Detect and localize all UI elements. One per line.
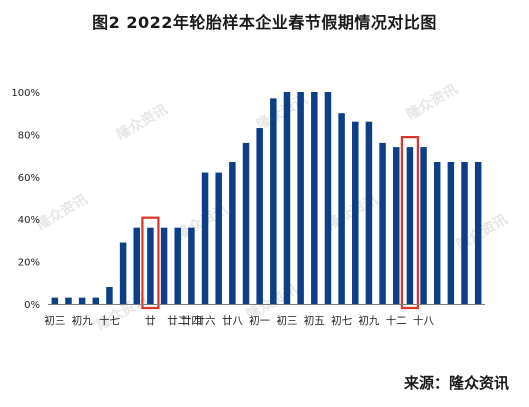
bar <box>147 227 154 304</box>
bar <box>160 227 168 304</box>
bar <box>201 172 209 304</box>
x-tick-label: 初七 <box>331 314 352 327</box>
watermark-text: 隆众资讯 <box>404 81 461 124</box>
source-note: 来源：隆众资讯 <box>403 374 509 392</box>
y-tick-label: 0% <box>24 300 40 311</box>
bar <box>256 128 263 304</box>
y-tick-label: 60% <box>18 173 40 184</box>
x-tick-label: 初三 <box>276 314 297 327</box>
watermark-text: 隆众资讯 <box>114 101 171 144</box>
bar <box>92 297 100 304</box>
bar <box>297 92 304 304</box>
bar <box>311 92 318 304</box>
highlight-box <box>141 216 160 310</box>
bar-series <box>51 92 482 305</box>
bar <box>324 92 332 304</box>
y-tick-label: 40% <box>18 215 40 226</box>
x-tick-label: 初九 <box>72 314 93 327</box>
bar <box>133 227 141 304</box>
bar <box>365 121 373 305</box>
x-tick-label: 廿六 <box>195 315 216 327</box>
x-tick-label: 廿四 <box>181 315 202 327</box>
x-tick-label: 初三 <box>44 314 65 327</box>
highlight-boxes <box>141 136 419 310</box>
bar <box>65 297 72 304</box>
y-axis: 0% 20% 40% 60% 80% 100% <box>11 88 40 311</box>
bar <box>474 161 482 304</box>
bar <box>229 161 236 304</box>
x-tick-label: 初九 <box>358 314 379 327</box>
highlight-box <box>400 136 419 310</box>
bar <box>433 161 441 304</box>
x-axis: 初三 初九 十七廿廿二廿四廿六 廿八 初一 初三 初五 初七 初九 十二 十八 <box>44 304 485 327</box>
bar <box>215 172 222 304</box>
bar <box>447 161 455 304</box>
bar <box>270 98 277 304</box>
y-tick-label: 20% <box>18 258 40 269</box>
x-tick-label: 十八 <box>413 314 434 327</box>
bar <box>174 227 181 304</box>
x-tick-label: 廿 <box>145 315 156 327</box>
bar <box>119 242 127 304</box>
bar <box>420 147 427 304</box>
bar <box>78 297 86 304</box>
x-tick-label: 十二 <box>386 314 407 327</box>
bar <box>188 227 195 304</box>
y-tick-label: 80% <box>18 130 40 141</box>
bar <box>106 287 113 304</box>
bar <box>51 297 59 304</box>
x-tick-label: 初一 <box>249 314 270 327</box>
bar <box>461 161 468 304</box>
chart-title: 图2 2022年轮胎样本企业春节假期情况对比图 <box>92 13 437 32</box>
x-tick-label: 初五 <box>304 314 325 327</box>
watermark-text: 隆众资讯 <box>34 191 91 234</box>
x-tick-label: 十七 <box>99 314 120 327</box>
x-tick-label: 廿八 <box>222 315 243 327</box>
bar <box>352 121 359 305</box>
x-tick-label: 廿二 <box>167 315 188 327</box>
bar <box>242 142 250 304</box>
bar <box>392 147 400 304</box>
y-tick-label: 100% <box>11 88 40 99</box>
bar <box>379 142 386 304</box>
bar <box>338 113 345 304</box>
bar <box>283 92 291 304</box>
bar <box>406 147 414 304</box>
